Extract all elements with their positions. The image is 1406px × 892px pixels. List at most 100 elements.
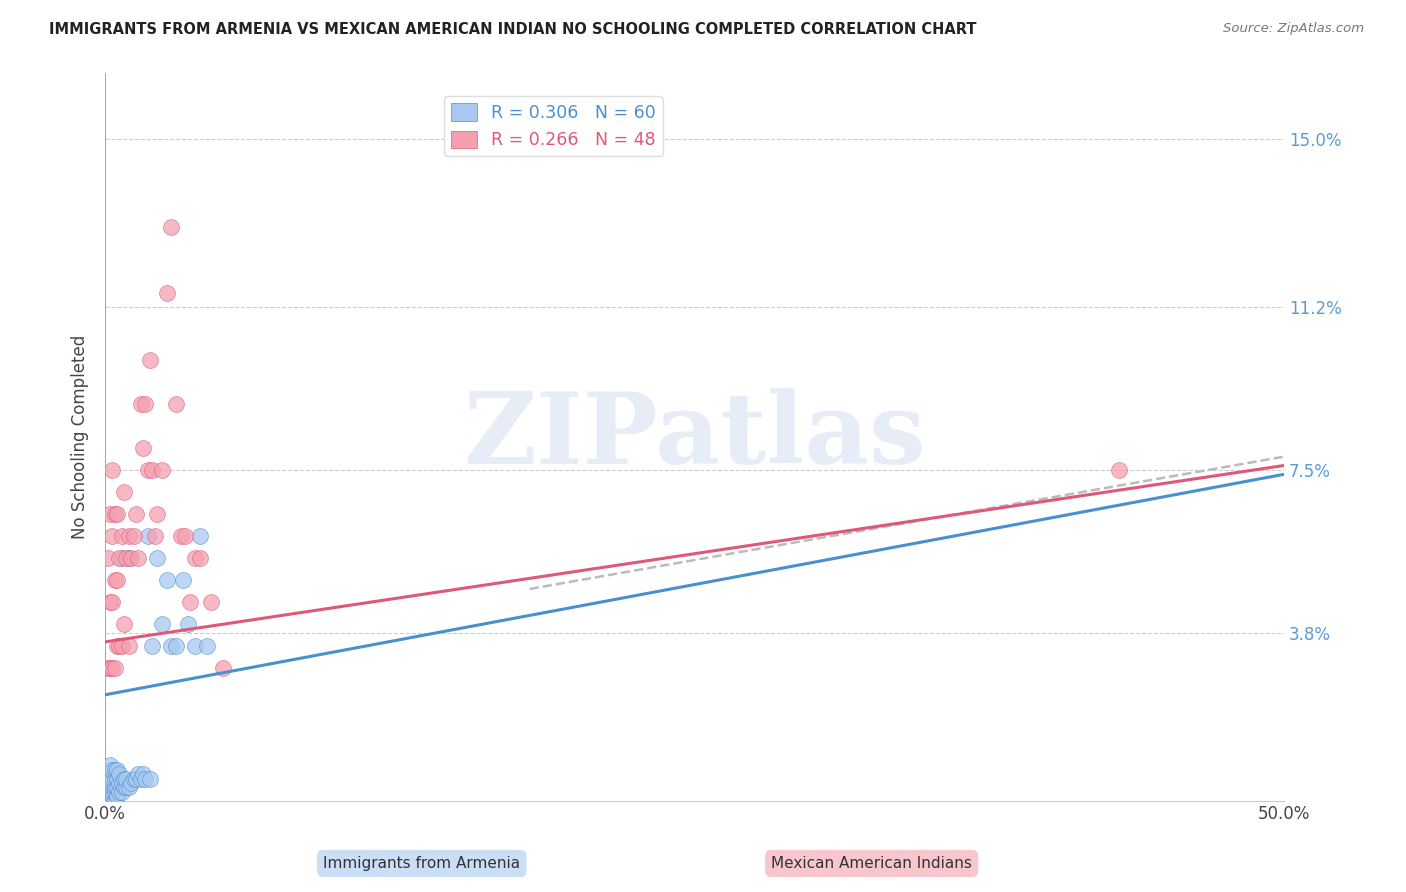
Point [160, 640, 183, 654]
Point [125, 772, 148, 786]
Point [139, 772, 162, 786]
Point [105, 780, 128, 795]
Point [101, 780, 124, 795]
Point [188, 551, 211, 566]
Point [188, 529, 211, 543]
Point [98, 507, 121, 521]
Point [184, 640, 207, 654]
Point [104, 763, 127, 777]
Point [104, 573, 127, 587]
Point [104, 507, 127, 521]
Point [174, 529, 197, 543]
Point [105, 763, 128, 777]
Point [195, 640, 218, 654]
Point [127, 551, 149, 566]
Point [169, 529, 191, 543]
Point [132, 441, 155, 455]
Point [143, 529, 166, 543]
Point [97, 789, 120, 804]
Point [200, 595, 222, 609]
Point [184, 551, 207, 566]
Point [150, 463, 173, 477]
Point [98, 785, 121, 799]
Point [120, 551, 142, 566]
Point [129, 772, 152, 786]
Point [136, 529, 159, 543]
Point [108, 767, 131, 781]
Point [101, 776, 124, 790]
Point [104, 785, 127, 799]
Point [115, 780, 138, 795]
Point [108, 776, 131, 790]
Point [118, 640, 141, 654]
Point [125, 507, 148, 521]
Point [98, 794, 121, 808]
Point [212, 661, 235, 675]
Point [105, 772, 128, 786]
Point [104, 661, 127, 675]
Point [98, 595, 121, 609]
Point [101, 772, 124, 786]
Point [141, 463, 163, 477]
Point [165, 397, 187, 411]
Point [155, 286, 177, 301]
Point [101, 785, 124, 799]
Point [98, 661, 121, 675]
Point [105, 507, 128, 521]
Text: ZIPatlas: ZIPatlas [464, 388, 927, 485]
Point [118, 780, 141, 795]
Point [118, 529, 141, 543]
Point [146, 507, 169, 521]
Point [165, 640, 187, 654]
Point [112, 484, 135, 499]
Y-axis label: No Schooling Completed: No Schooling Completed [72, 334, 89, 539]
Point [118, 551, 141, 566]
Point [120, 776, 142, 790]
Point [134, 397, 156, 411]
Point [104, 772, 127, 786]
Point [111, 640, 134, 654]
Point [108, 640, 131, 654]
Point [105, 789, 128, 804]
Point [97, 794, 120, 808]
Point [97, 551, 120, 566]
Point [98, 789, 121, 804]
Point [101, 661, 124, 675]
Point [111, 776, 134, 790]
Point [150, 617, 173, 632]
Point [1108, 463, 1130, 477]
Text: Source: ZipAtlas.com: Source: ZipAtlas.com [1223, 22, 1364, 36]
Point [136, 463, 159, 477]
Point [108, 785, 131, 799]
Point [97, 661, 120, 675]
Legend: R = 0.306   N = 60, R = 0.266   N = 48: R = 0.306 N = 60, R = 0.266 N = 48 [444, 96, 662, 156]
Point [101, 595, 124, 609]
Point [111, 551, 134, 566]
Point [101, 529, 124, 543]
Point [97, 772, 120, 786]
Point [101, 789, 124, 804]
Text: IMMIGRANTS FROM ARMENIA VS MEXICAN AMERICAN INDIAN NO SCHOOLING COMPLETED CORREL: IMMIGRANTS FROM ARMENIA VS MEXICAN AMERI… [49, 22, 977, 37]
Point [108, 551, 131, 566]
Text: Mexican American Indians: Mexican American Indians [772, 856, 972, 871]
Text: Immigrants from Armenia: Immigrants from Armenia [323, 856, 520, 871]
Point [155, 573, 177, 587]
Point [172, 573, 194, 587]
Point [115, 551, 138, 566]
Point [97, 780, 120, 795]
Point [177, 617, 200, 632]
Point [115, 772, 138, 786]
Point [97, 785, 120, 799]
Point [112, 780, 135, 795]
Point [112, 617, 135, 632]
Point [127, 767, 149, 781]
Point [139, 352, 162, 367]
Point [160, 220, 183, 235]
Point [122, 772, 145, 786]
Point [101, 763, 124, 777]
Point [105, 640, 128, 654]
Point [104, 794, 127, 808]
Point [98, 780, 121, 795]
Point [101, 794, 124, 808]
Point [141, 640, 163, 654]
